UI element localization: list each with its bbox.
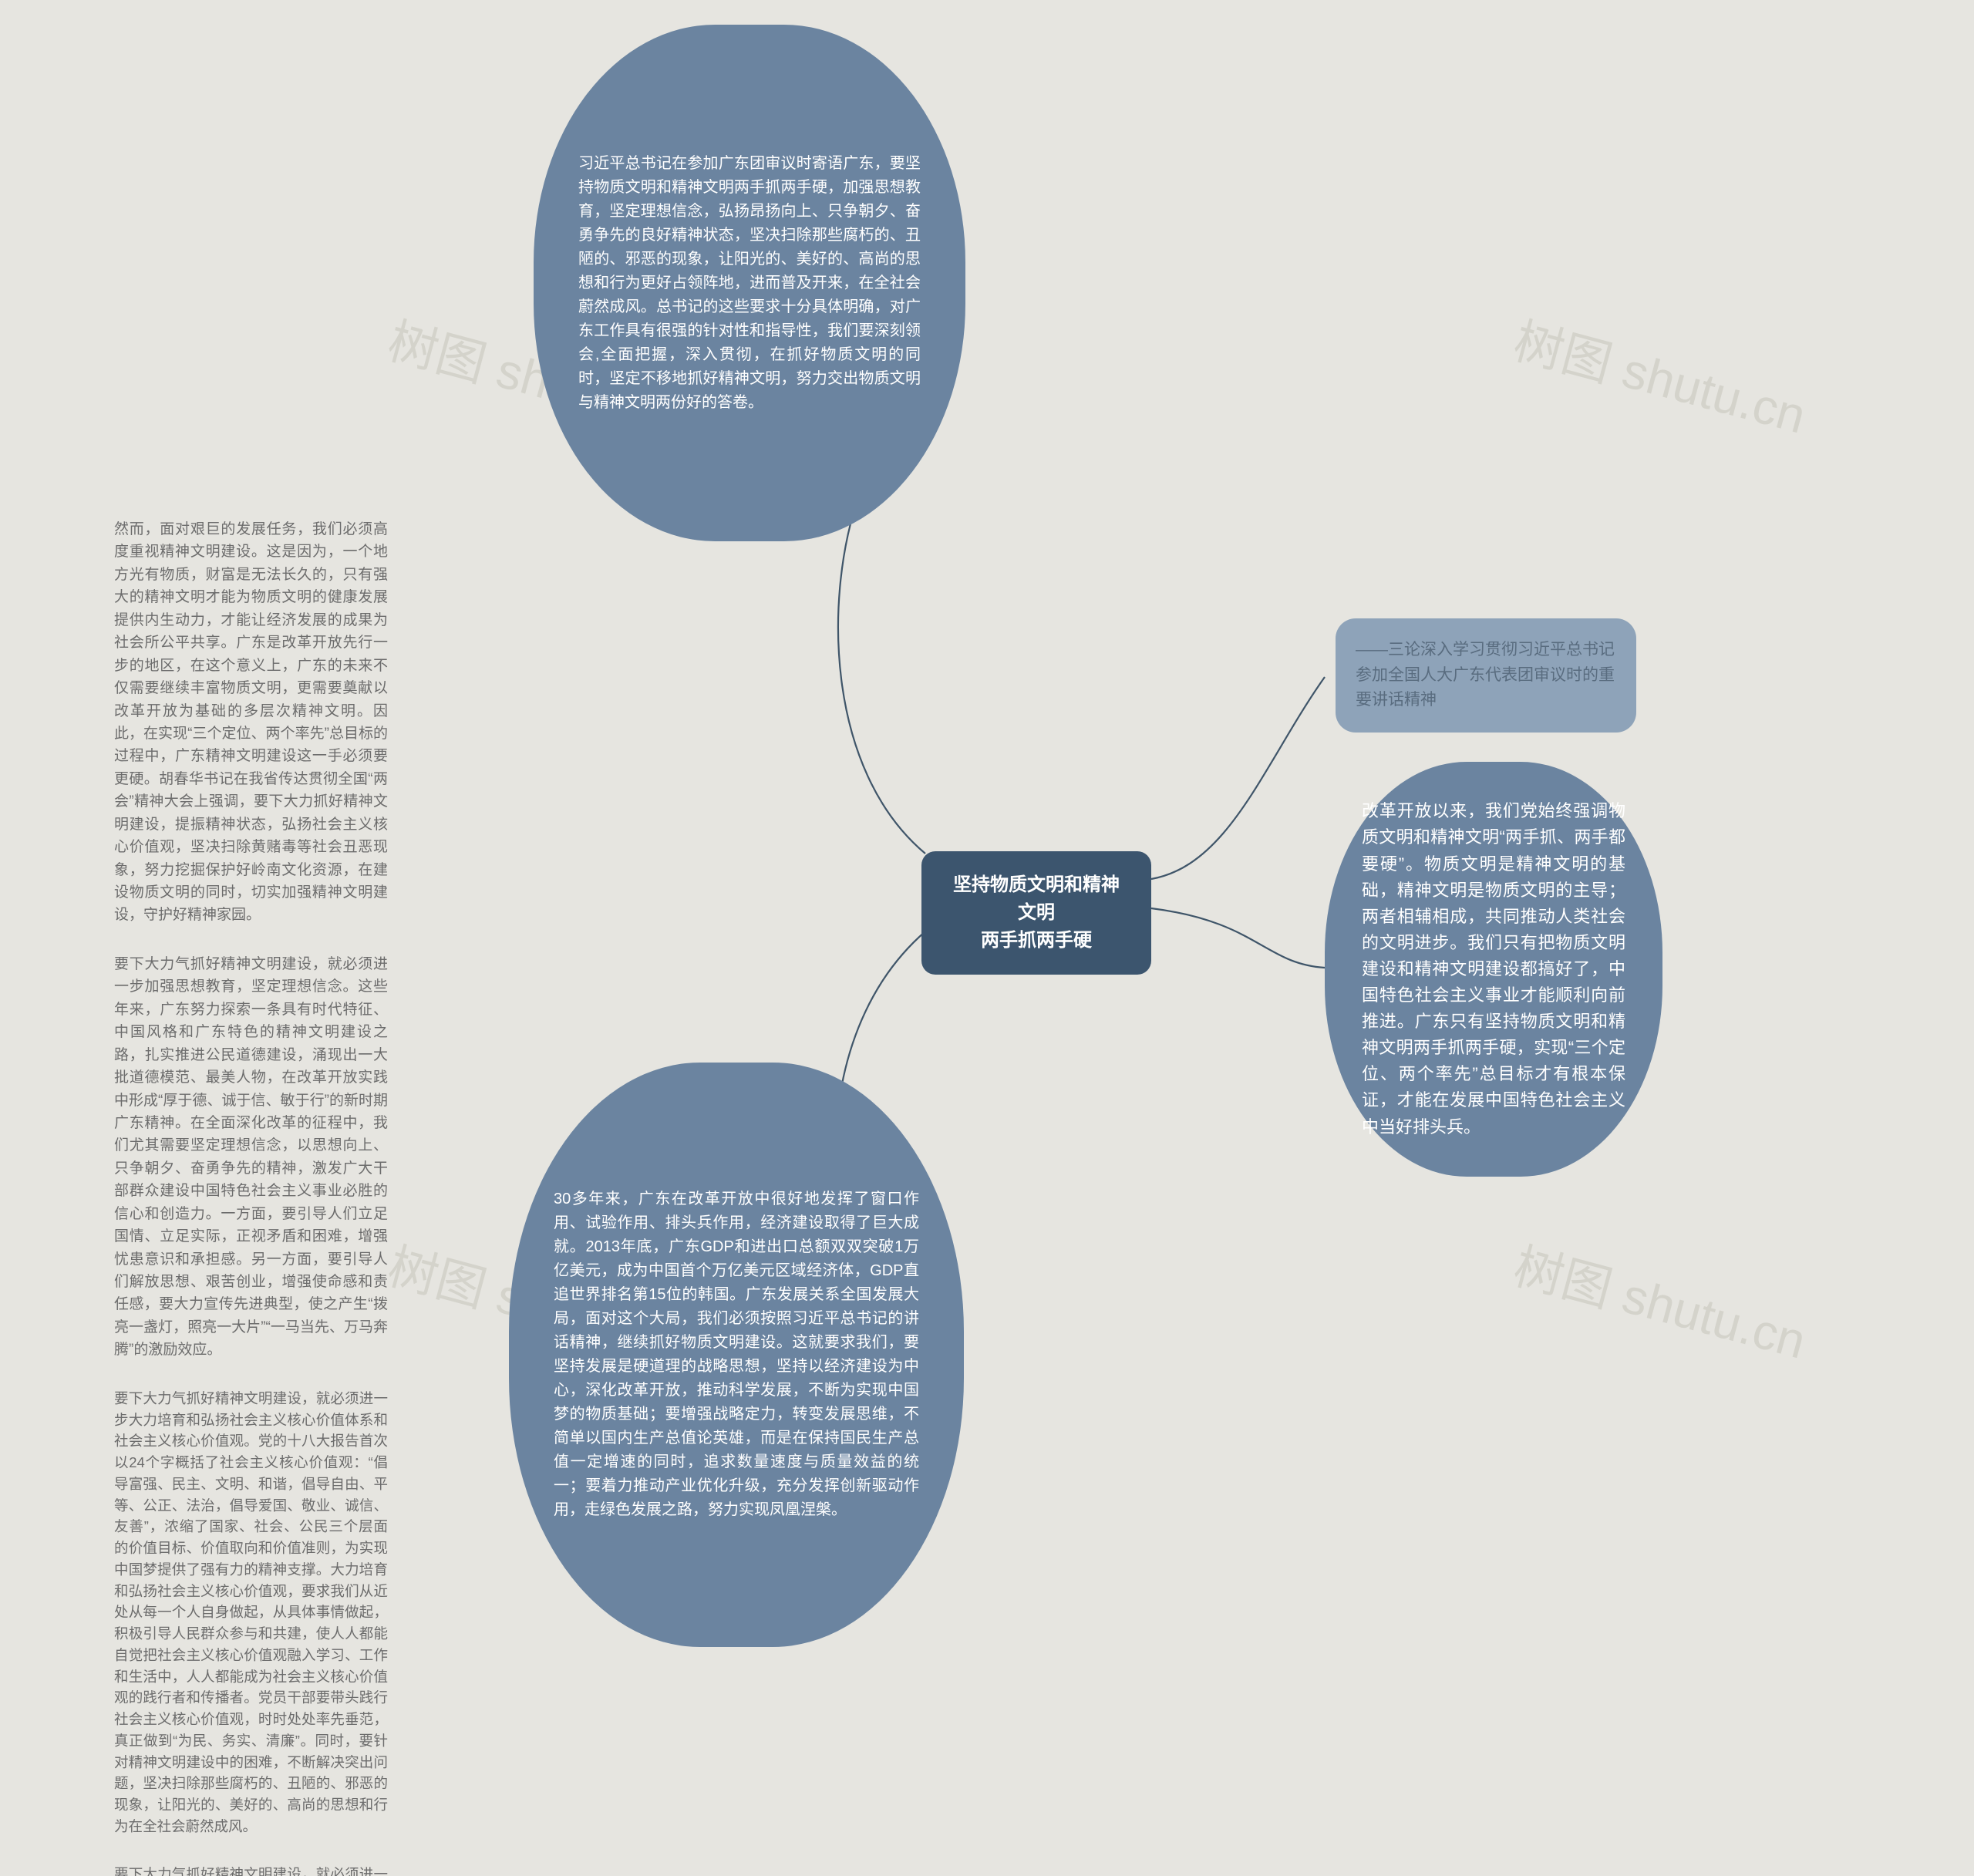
node-right-paragraph[interactable]: 改革开放以来，我们党始终强调物质文明和精神文明“两手抓、两手都要硬”。物质文明是…	[1325, 762, 1662, 1177]
edge	[1151, 908, 1325, 968]
watermark: 树图 shutu.cn	[1507, 1227, 1814, 1372]
node-bottom-paragraph[interactable]: 30多年来，广东在改革开放中很好地发挥了窗口作用、试验作用、排头兵作用，经济建设…	[509, 1063, 964, 1647]
sidebar-paragraph: 要下大力气抓好精神文明建设，就必须进一步加强思想教育，坚定理想信念。这些年来，广…	[114, 953, 388, 1362]
sidebar-paragraph: 然而，面对艰巨的发展任务，我们必须高度重视精神文明建设。这是因为，一个地方光有物…	[114, 518, 388, 927]
root-node[interactable]: 坚持物质文明和精神文明 两手抓两手硬	[921, 851, 1151, 975]
node-subtitle[interactable]: ——三论深入学习贯彻习近平总书记参加全国人大广东代表团审议时的重要讲话精神	[1336, 618, 1636, 733]
edge	[838, 493, 925, 854]
left-text-column: 然而，面对艰巨的发展任务，我们必须高度重视精神文明建设。这是因为，一个地方光有物…	[114, 518, 388, 1876]
sidebar-paragraph: 要下大力气抓好精神文明建设，就必须进一步大力培育和弘扬社会主义核心价值体系和社会…	[114, 1388, 388, 1837]
sidebar-paragraph: 要下大力气抓好精神文明建设，就必须进一步着力提升文化软实力。我们要不断推进深化文…	[114, 1864, 388, 1876]
mindmap-canvas: 树图 shutu.cn 树图 shutu.cn 树图 shutu.cn 树图 s…	[0, 0, 1974, 1876]
watermark: 树图 shutu.cn	[1507, 301, 1814, 447]
node-top-paragraph[interactable]: 习近平总书记在参加广东团审议时寄语广东，要坚持物质文明和精神文明两手抓两手硬，加…	[534, 25, 965, 541]
edge	[1151, 677, 1325, 879]
